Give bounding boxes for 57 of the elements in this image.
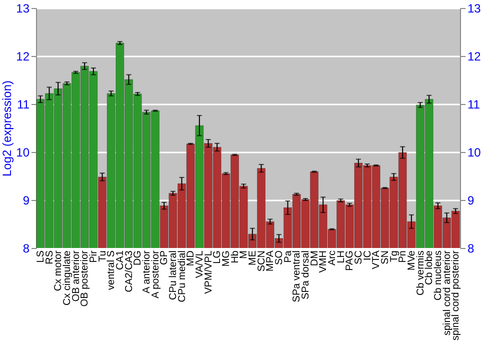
x-tick-label: A posterior (150, 250, 162, 298)
x-tick-label: SCN (256, 250, 268, 272)
x-tick-label: Tg (388, 250, 400, 262)
x-tick-label: IC (362, 250, 374, 260)
x-tick-label: Arc (326, 250, 338, 266)
x-tick-label: OB anterior (70, 250, 82, 302)
x-tick-label: MPA (265, 250, 276, 272)
x-tick-label: ventral S (106, 250, 118, 290)
x-tick-label: VTA (371, 250, 382, 270)
y2-tick-label: 11 (468, 98, 480, 112)
x-tick-label: DG (132, 250, 144, 266)
x-tick-label: MG (220, 250, 232, 267)
x-tick-label: LH (336, 250, 347, 264)
y2-tick-label: 9 (468, 194, 474, 208)
x-tick-label: RS (44, 250, 56, 264)
y2-tick-label: 12 (468, 50, 482, 64)
x-tick-label: Tu (97, 250, 108, 262)
x-tick-label: OB posterior (80, 250, 91, 307)
x-tick-label: CPu lateral (168, 250, 179, 300)
x-tick-label: LG (212, 250, 224, 264)
x-tick-label: Cb lobe (424, 250, 436, 285)
x-tick-label: Pir (88, 250, 100, 263)
x-tick-label: LS (35, 250, 46, 263)
y-tick-label: 10 (16, 146, 30, 160)
x-tick-label: ME (247, 250, 258, 266)
y2-tick-label: 13 (468, 2, 482, 16)
x-tick-label: VA/VL (194, 250, 206, 278)
x-tick-label: spinal cord anterior (442, 250, 453, 336)
x-tick-label: MVe (406, 250, 418, 271)
x-tick-label: Hb (230, 250, 241, 264)
y-tick-label: 8 (22, 242, 30, 256)
x-tick-label: Cx cingulate (62, 250, 73, 306)
y-tick-label: 11 (17, 98, 30, 112)
x-tick-label: CA1 (114, 250, 126, 270)
y2-tick-label: 8 (468, 242, 474, 256)
x-tick-label: M (238, 250, 250, 259)
x-tick-label: A anterior (141, 250, 152, 294)
x-tick-label: VMH (318, 250, 330, 273)
y-tick-label: 12 (16, 50, 30, 64)
x-tick-label: PAG (344, 250, 356, 271)
x-tick-label: SN (380, 250, 391, 264)
y2-tick-label: 10 (468, 146, 482, 160)
x-tick-label: CPu medial (176, 250, 188, 302)
x-tick-label: Pn (398, 250, 409, 263)
x-tick-label: CA2/CA3 (124, 250, 135, 292)
x-tick-label: Pa (282, 250, 294, 263)
x-tick-label: DM (309, 250, 320, 266)
y-tick-label: 13 (16, 2, 30, 16)
x-tick-label: SO (274, 250, 285, 265)
x-tick-label: VPM/VPL (203, 250, 214, 294)
y-tick-label: 9 (22, 194, 30, 208)
x-tick-label: GP (159, 250, 170, 265)
x-tick-label: SPa dorsal (300, 250, 312, 300)
x-tick-label: SC (353, 250, 364, 264)
x-tick-label: Cb nucleus (432, 250, 444, 301)
x-tick-label: spinal cord posterior (450, 250, 462, 341)
y-axis-title: Log2 (expression) (0, 80, 14, 177)
